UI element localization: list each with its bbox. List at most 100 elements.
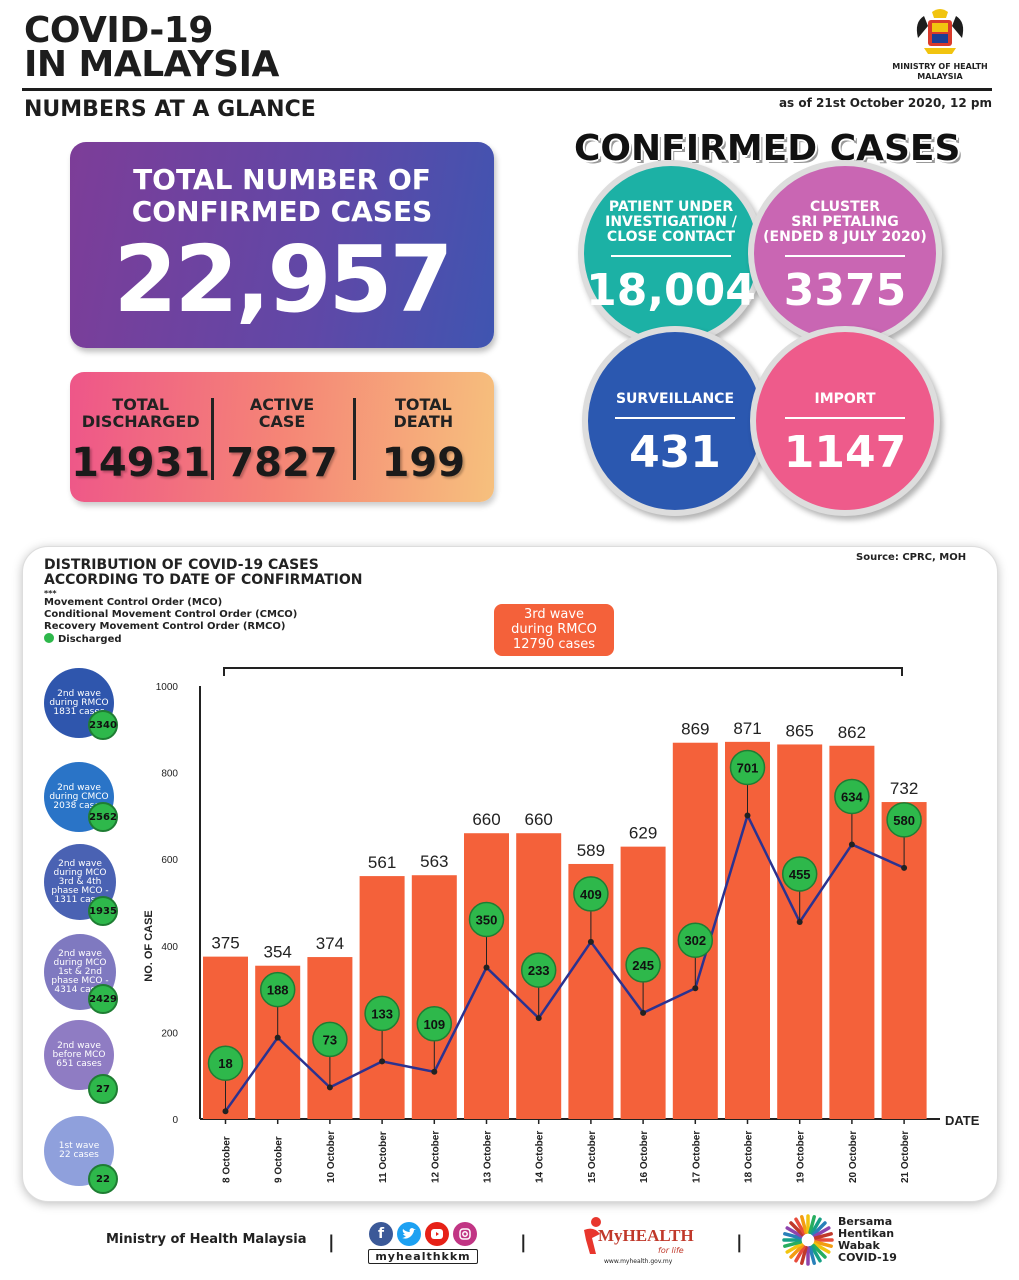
wave-discharged-badge: 2562 — [88, 802, 118, 832]
discharged-marker — [207, 1045, 244, 1081]
confirmed-cases-title: CONFIRMED CASES — [574, 128, 961, 169]
bar-value-label: 862 — [838, 723, 866, 742]
legend-discharged: Discharged — [44, 633, 297, 646]
discharged-marker — [573, 876, 609, 912]
discharged-value-label: 245 — [632, 958, 654, 973]
sunburst-ray — [813, 1226, 831, 1238]
y-axis-label: NO. OF CASE — [143, 910, 155, 982]
pui-value: 18,004 — [586, 265, 756, 316]
discharged-value-label: 233 — [528, 963, 550, 978]
ministry-logo: MINISTRY OF HEALTH MALAYSIA — [880, 8, 1000, 82]
sunburst-ray — [813, 1240, 833, 1248]
discharged-value-label: 580 — [893, 813, 915, 828]
bar — [411, 875, 457, 1119]
page-subtitle: NUMBERS AT A GLANCE — [24, 97, 316, 122]
discharged-marker — [468, 901, 505, 938]
discharged-value-label: 18 — [218, 1056, 232, 1071]
facebook-icon[interactable]: f — [369, 1222, 393, 1246]
social-handle: myhealthkkm — [368, 1249, 478, 1264]
twitter-icon[interactable] — [397, 1222, 421, 1246]
footer-separator: | — [520, 1232, 527, 1253]
discharged-value-label: 133 — [371, 1006, 393, 1021]
discharged-marker — [677, 922, 714, 958]
bar-value-label: 563 — [420, 852, 448, 871]
discharged-value-label: 188 — [267, 983, 289, 998]
sunburst-ray — [813, 1232, 833, 1240]
total-label-line2: CONFIRMED CASES — [131, 195, 433, 228]
sunburst-ray — [794, 1217, 806, 1235]
case-stats-card: TOTAL DISCHARGED 14931 ACTIVE CASE 7827 … — [70, 372, 494, 502]
sunburst-ray — [789, 1221, 805, 1237]
x-tick-label: 10 October — [326, 1131, 337, 1183]
instagram-icon[interactable] — [453, 1222, 477, 1246]
y-tick-label: 0 — [172, 1115, 178, 1126]
discharged-point — [848, 841, 855, 848]
legend-mco: Movement Control Order (MCO) — [44, 597, 223, 608]
youtube-icon[interactable] — [425, 1222, 449, 1246]
bar — [777, 744, 823, 1119]
page-title: COVID-19 IN MALAYSIA — [24, 10, 279, 85]
wave-discharged-badge: 2340 — [88, 710, 118, 740]
discharged-marker — [625, 947, 661, 983]
surveillance-value: 431 — [629, 427, 721, 478]
x-tick-label: 12 October — [430, 1131, 441, 1183]
x-tick-label: 16 October — [639, 1131, 650, 1183]
y-tick-label: 600 — [161, 855, 178, 866]
discharged-marker — [520, 952, 557, 988]
bar-value-label: 375 — [211, 934, 239, 953]
wave-item: 1st wave 22 cases 22 — [44, 1116, 124, 1200]
stat-death: TOTAL DEATH 199 — [352, 372, 494, 502]
x-tick-label: 14 October — [535, 1131, 546, 1183]
social-links: f myhealthkkm — [368, 1222, 478, 1264]
discharged-value-label: 409 — [580, 887, 602, 902]
wave-item: 2nd wave during MCO 3rd & 4th phase MCO - 1… — [44, 844, 124, 934]
discharged-value-label: 701 — [737, 760, 759, 775]
sunburst-ray — [810, 1245, 822, 1263]
cluster-value: 3375 — [783, 265, 907, 316]
discharged-value-label: 73 — [323, 1032, 337, 1047]
wave-discharged-badge: 2429 — [88, 984, 118, 1014]
sunburst-ray — [800, 1215, 808, 1235]
chart-title: DISTRIBUTION OF COVID-19 CASES ACCORDING… — [44, 557, 363, 588]
sunburst-ray — [808, 1245, 816, 1265]
bar-value-label: 732 — [890, 779, 918, 798]
x-tick-label: 21 October — [900, 1131, 911, 1183]
discharged-value-label: 350 — [476, 912, 498, 927]
wave-list: 2nd wave during RMCO 1831 cases 2340 2nd w… — [44, 668, 124, 1200]
x-tick-label: 9 October — [274, 1136, 285, 1183]
bar-value-label: 869 — [681, 720, 709, 739]
discharged-marker — [416, 1006, 453, 1042]
sunburst-ray — [789, 1243, 805, 1259]
discharged-marker — [729, 749, 766, 786]
stat-discharged: TOTAL DISCHARGED 14931 — [71, 395, 211, 486]
wave-item: 2nd wave during RMCO 1831 cases 2340 — [44, 668, 124, 762]
discharged-marker — [781, 856, 818, 892]
wave-item: 2nd wave during MCO 1st & 2nd phase MCO - 4… — [44, 934, 124, 1020]
wave-discharged-badge: 1935 — [88, 896, 118, 926]
stat-active: ACTIVE CASE 7827 — [211, 372, 352, 502]
sunburst-ray — [785, 1226, 803, 1238]
y-tick-label: 1000 — [156, 682, 179, 693]
x-tick-label: 13 October — [483, 1131, 494, 1183]
campaign-logo: Bersama Hentikan Wabak COVID-19 — [782, 1214, 912, 1270]
discharged-value-label: 634 — [841, 789, 863, 804]
x-tick-label: 20 October — [848, 1131, 859, 1183]
discharged-marker — [886, 802, 922, 838]
active-value: 7827 — [226, 440, 338, 486]
discharged-value: 14931 — [71, 440, 211, 486]
y-tick-label: 800 — [161, 769, 178, 780]
x-tick-label: 15 October — [587, 1131, 598, 1183]
x-tick-label: 18 October — [744, 1131, 755, 1183]
legend-rmco: Recovery Movement Control Order (RMCO) — [44, 621, 286, 632]
surveillance-circle: SURVEILLANCE 431 — [582, 326, 768, 516]
header-divider — [22, 88, 992, 91]
wave-discharged-badge: 27 — [88, 1074, 118, 1104]
discharged-marker — [834, 778, 870, 815]
discharged-dot-icon — [44, 633, 54, 643]
death-value: 199 — [381, 440, 466, 486]
x-tick-label: 19 October — [796, 1131, 807, 1183]
bar-value-label: 871 — [733, 719, 761, 738]
sunburst-ray — [785, 1242, 803, 1254]
x-axis-label: DATE — [945, 1113, 980, 1128]
